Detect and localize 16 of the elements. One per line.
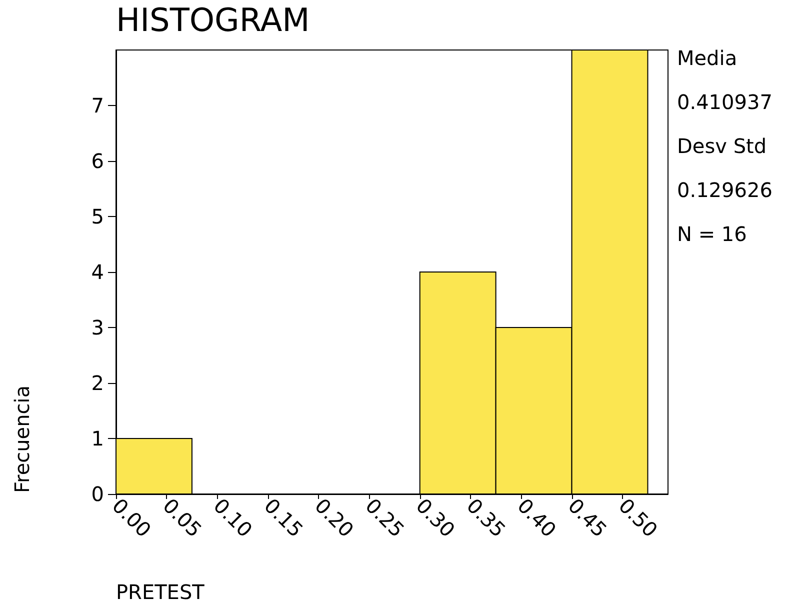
- y-tick-label: 3: [91, 316, 104, 340]
- y-axis-title: Frecuencia: [10, 385, 34, 493]
- text: N = 16: [677, 222, 747, 246]
- y-tick-label: 1: [91, 426, 104, 450]
- y-tick-label: 0: [91, 482, 104, 506]
- y-tick-label: 2: [91, 371, 104, 395]
- text: Desv Std: [677, 134, 767, 158]
- chart-title: HISTOGRAM: [116, 1, 310, 39]
- x-axis-title: PRETEST: [116, 580, 206, 604]
- y-tick-label: 4: [91, 260, 104, 284]
- y-tick-label: 7: [91, 94, 104, 118]
- y-tick-label: 6: [91, 149, 104, 173]
- text: 0.129626: [677, 178, 772, 202]
- text: Media: [677, 46, 738, 70]
- y-tick-label: 5: [91, 204, 104, 228]
- text: 0.410937: [677, 90, 772, 114]
